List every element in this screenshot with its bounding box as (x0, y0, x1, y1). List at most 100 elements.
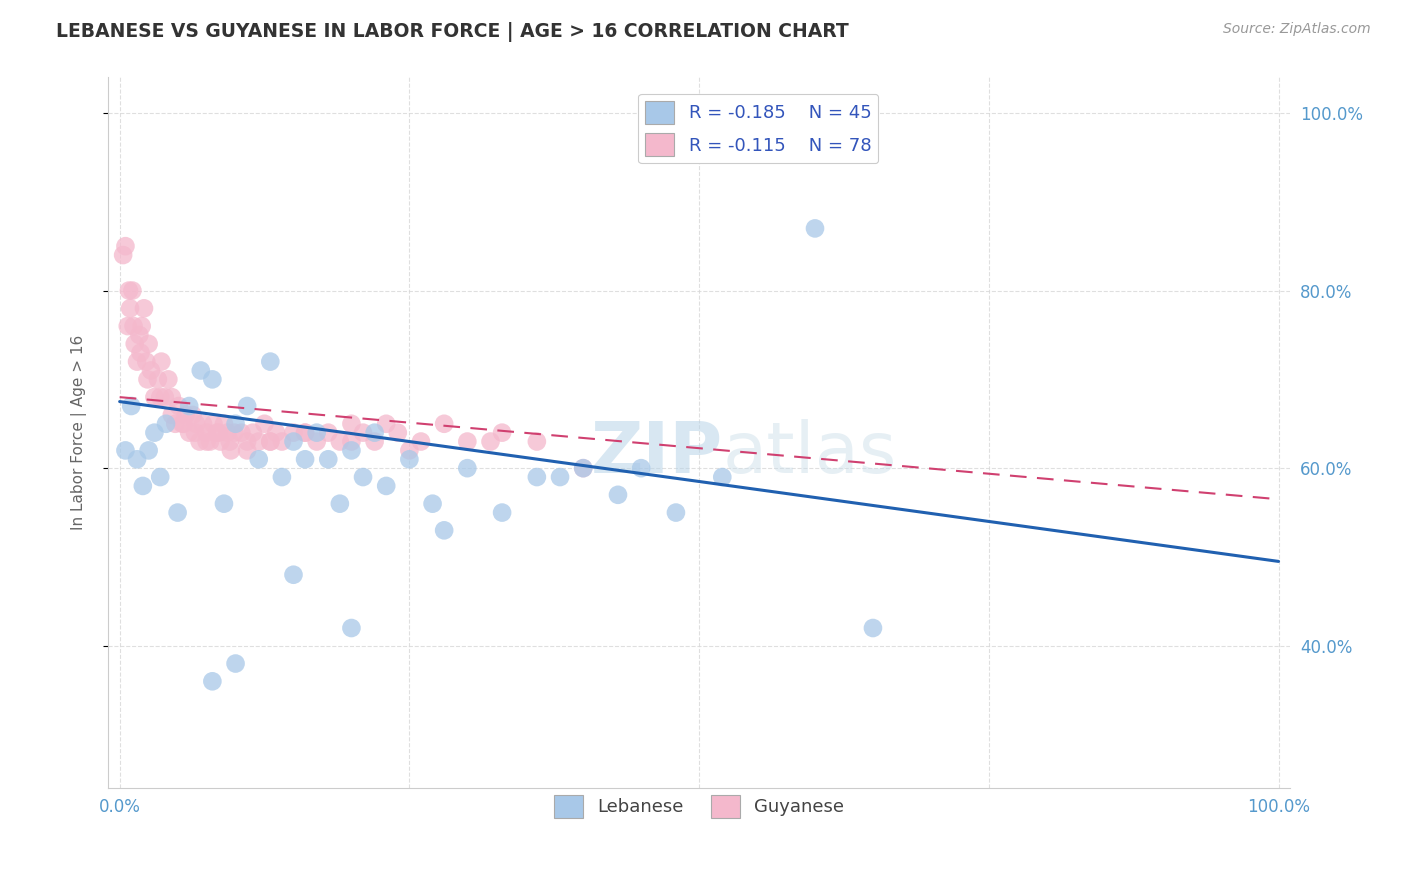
Point (143, 425, 166, 440)
Point (125, 452, 148, 467)
Point (186, 417, 208, 431)
Point (340, 434, 363, 449)
Point (190, 363, 212, 377)
Point (149, 470, 172, 484)
Point (212, 417, 235, 431)
Point (526, 470, 548, 484)
Text: atlas: atlas (723, 419, 897, 489)
Legend: Lebanese, Guyanese: Lebanese, Guyanese (547, 788, 852, 825)
Text: LEBANESE VS GUYANESE IN LABOR FORCE | AGE > 16 CORRELATION CHART: LEBANESE VS GUYANESE IN LABOR FORCE | AG… (56, 22, 849, 42)
Point (271, 470, 294, 484)
Point (160, 408, 183, 422)
Point (143, 390, 166, 404)
Point (198, 434, 221, 449)
Point (166, 506, 188, 520)
Point (340, 417, 363, 431)
Point (247, 452, 270, 467)
Point (167, 399, 190, 413)
Point (526, 434, 548, 449)
Point (247, 434, 270, 449)
Point (155, 417, 177, 431)
Point (804, 221, 827, 235)
Point (340, 443, 363, 458)
Point (179, 399, 201, 413)
Point (117, 319, 139, 334)
Point (218, 434, 240, 449)
Point (138, 336, 160, 351)
Point (607, 488, 630, 502)
Point (195, 434, 218, 449)
Point (146, 372, 169, 386)
Point (387, 425, 409, 440)
Point (283, 434, 305, 449)
Text: ZIP: ZIP (591, 419, 723, 489)
Point (132, 301, 155, 316)
Point (172, 417, 194, 431)
Point (340, 621, 363, 635)
Point (491, 425, 513, 440)
Point (224, 425, 246, 440)
Point (329, 497, 352, 511)
Point (181, 408, 204, 422)
Point (294, 425, 316, 440)
Point (132, 479, 155, 493)
Point (201, 372, 224, 386)
Point (456, 461, 478, 475)
Point (572, 461, 595, 475)
Point (138, 443, 160, 458)
Point (124, 336, 146, 351)
Point (409, 434, 432, 449)
Point (129, 345, 152, 359)
Point (120, 301, 142, 316)
Point (630, 461, 652, 475)
Point (259, 434, 281, 449)
Point (259, 354, 281, 368)
Point (195, 425, 218, 440)
Point (242, 425, 264, 440)
Point (375, 417, 398, 431)
Point (136, 372, 159, 386)
Point (271, 434, 294, 449)
Point (236, 443, 259, 458)
Point (375, 479, 398, 493)
Point (149, 390, 172, 404)
Point (305, 434, 328, 449)
Point (219, 443, 242, 458)
Y-axis label: In Labor Force | Age > 16: In Labor Force | Age > 16 (72, 335, 87, 530)
Point (120, 399, 142, 413)
Point (433, 417, 456, 431)
Point (572, 461, 595, 475)
Point (160, 390, 183, 404)
Point (121, 284, 143, 298)
Point (422, 497, 444, 511)
Point (283, 567, 305, 582)
Point (135, 354, 157, 368)
Point (153, 390, 176, 404)
Point (363, 434, 385, 449)
Point (201, 674, 224, 689)
Point (114, 443, 136, 458)
Point (184, 425, 207, 440)
Point (259, 434, 281, 449)
Text: Source: ZipAtlas.com: Source: ZipAtlas.com (1223, 22, 1371, 37)
Point (491, 506, 513, 520)
Point (283, 425, 305, 440)
Point (264, 425, 287, 440)
Point (128, 328, 150, 343)
Point (456, 434, 478, 449)
Point (179, 425, 201, 440)
Point (363, 425, 385, 440)
Point (125, 354, 148, 368)
Point (352, 425, 374, 440)
Point (217, 425, 239, 440)
Point (209, 434, 232, 449)
Point (212, 497, 235, 511)
Point (665, 506, 688, 520)
Point (225, 657, 247, 671)
Point (236, 434, 259, 449)
Point (157, 372, 180, 386)
Point (122, 319, 145, 334)
Point (131, 319, 153, 334)
Point (112, 248, 135, 262)
Point (118, 284, 141, 298)
